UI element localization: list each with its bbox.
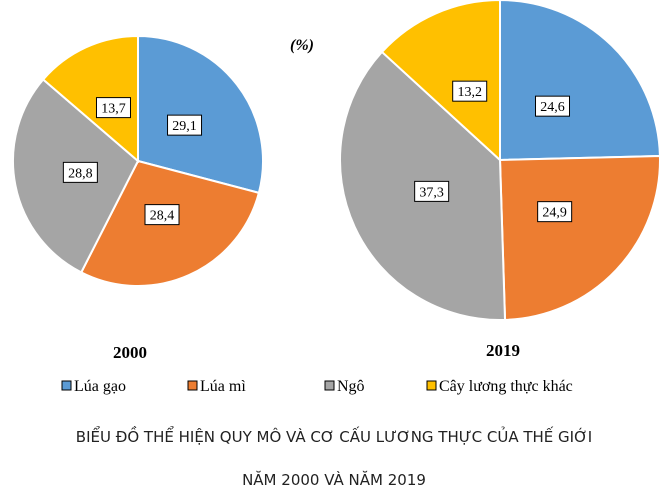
- data-label-box-2019-3: [452, 80, 488, 102]
- slice-2019-3: [380, 0, 501, 163]
- legend-swatch-2: [324, 380, 335, 391]
- legend-swatch-1: [187, 380, 198, 391]
- data-label-2019-1: 24,9: [542, 206, 567, 221]
- data-label-box-2000-0: [167, 114, 203, 136]
- chart-title-line-1: BIỂU ĐỒ THỂ HIỆN QUY MÔ VÀ CƠ CẤU LƯƠNG …: [75, 428, 593, 446]
- chart-title-line-2: NĂM 2000 VÀ NĂM 2019: [242, 471, 426, 489]
- data-label-box-2000-2: [62, 161, 98, 183]
- data-label-2019-3: 13,2: [457, 85, 482, 100]
- data-label-2000-0: 29,1: [172, 119, 197, 134]
- legend: Lúa gạo Lúa mì Ngô Cây lương thực khác: [61, 378, 573, 395]
- data-label-box-2019-2: [414, 180, 450, 202]
- pie-label-2000: 2000: [113, 343, 147, 362]
- legend-label-3: Cây lương thực khác: [439, 378, 573, 395]
- pie-label-2019: 2019: [486, 341, 520, 360]
- data-label-box-2019-1: [537, 201, 573, 223]
- data-label-box-2000-3: [95, 97, 131, 119]
- data-label-2000-1: 28,4: [150, 209, 175, 224]
- data-label-2000-2: 28,8: [68, 166, 93, 181]
- slice-2019-1: [498, 154, 661, 321]
- legend-swatch-0: [61, 380, 72, 391]
- legend-label-1: Lúa mì: [200, 378, 246, 395]
- legend-label-0: Lúa gạo: [74, 378, 126, 395]
- legend-label-2: Ngô: [337, 378, 365, 395]
- data-label-box-2019-0: [535, 95, 571, 117]
- slice-2019-0: [499, 0, 661, 162]
- data-label-2019-0: 24,6: [540, 100, 565, 115]
- slice-2000-3: [41, 34, 139, 164]
- data-label-2000-3: 13,7: [101, 102, 126, 117]
- unit-label: (%): [290, 37, 314, 54]
- pie-charts: (%) 29,1 28,4 28,8 13,7 24,6 24,9 37,3 13,2 200…: [12, 0, 661, 395]
- data-label-2019-2: 37,3: [419, 185, 444, 200]
- slice-2000-0: [137, 34, 264, 195]
- legend-swatch-3: [426, 380, 437, 391]
- data-label-box-2000-1: [144, 204, 180, 226]
